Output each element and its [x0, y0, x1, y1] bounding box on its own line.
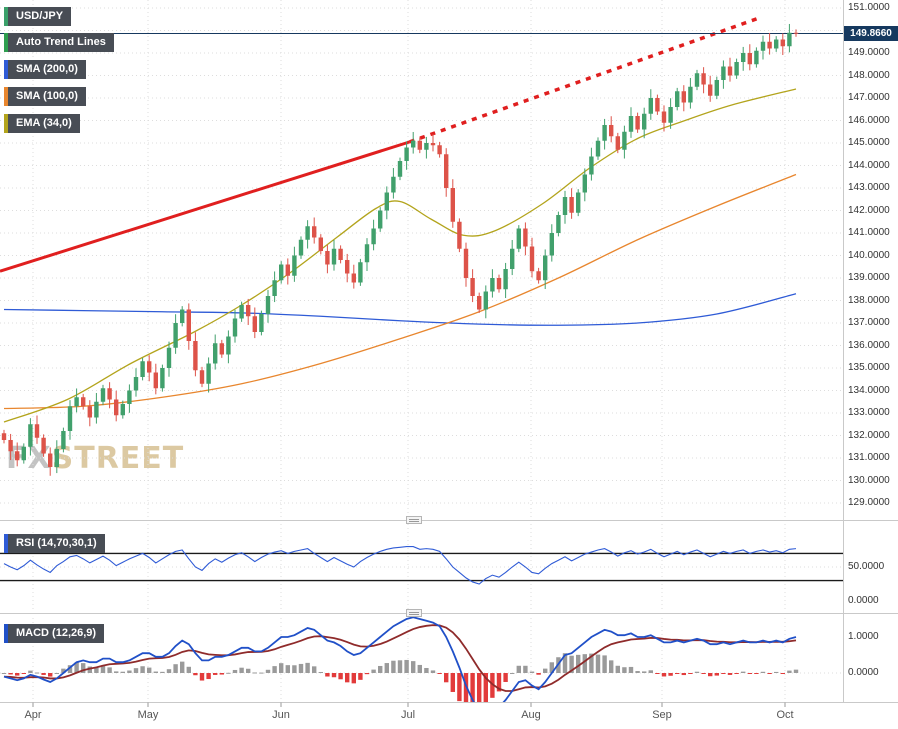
- symbol-label-text: USD/JPY: [16, 10, 64, 22]
- rsi-panel-resize-handle[interactable]: [406, 516, 422, 524]
- sma100-text: SMA (100,0): [16, 90, 78, 102]
- sma100-label[interactable]: SMA (100,0): [4, 87, 86, 106]
- watermark-street: STREET: [51, 441, 185, 476]
- macd-panel-resize-handle[interactable]: [406, 609, 422, 617]
- auto-trend-lines-text: Auto Trend Lines: [16, 36, 106, 48]
- last-price-badge: 149.8660: [844, 26, 898, 41]
- ema34-label[interactable]: EMA (34,0): [4, 114, 80, 133]
- sma200-label[interactable]: SMA (200,0): [4, 60, 86, 79]
- symbol-label[interactable]: USD/JPY: [4, 7, 72, 26]
- rsi-label[interactable]: RSI (14,70,30,1): [4, 534, 105, 553]
- ema34-text: EMA (34,0): [16, 117, 72, 129]
- rsi-tick-0: 0.0000: [848, 595, 879, 606]
- macd-label-text: MACD (12,26,9): [16, 627, 97, 639]
- rsi-tick-50: 50.0000: [848, 561, 885, 572]
- macd-tick-1: 1.0000: [848, 631, 879, 642]
- rsi-label-text: RSI (14,70,30,1): [16, 537, 97, 549]
- auto-trend-lines-label[interactable]: Auto Trend Lines: [4, 33, 114, 52]
- macd-label[interactable]: MACD (12,26,9): [4, 624, 105, 643]
- sma200-text: SMA (200,0): [16, 63, 78, 75]
- macd-tick-0: 0.0000: [848, 667, 879, 678]
